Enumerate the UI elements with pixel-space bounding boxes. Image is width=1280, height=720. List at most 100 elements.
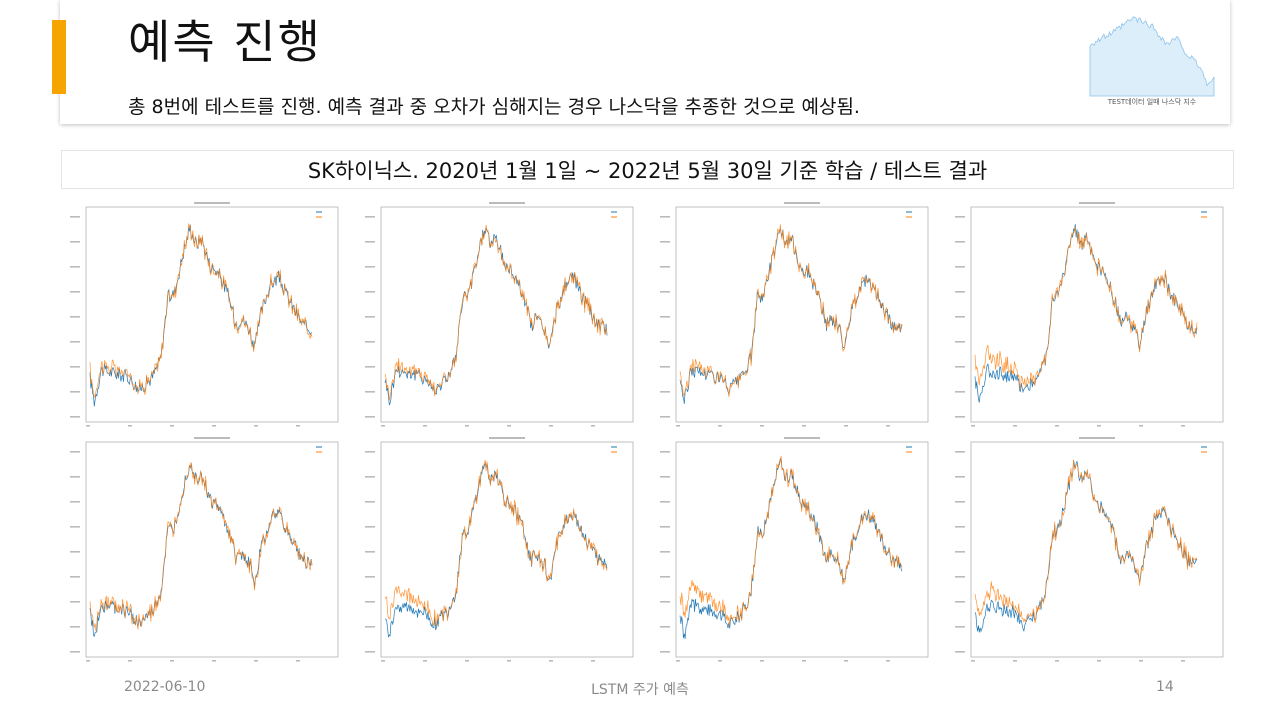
y-tick-mark (955, 316, 965, 318)
prediction-chart-3 (650, 201, 937, 433)
y-tick-mark (660, 501, 670, 503)
real-price-line (384, 227, 608, 406)
y-tick-mark (365, 476, 375, 478)
y-tick-mark (365, 316, 375, 318)
y-tick-mark (365, 216, 375, 218)
y-tick-mark (660, 391, 670, 393)
predicted-price-line (974, 226, 1198, 391)
x-tick-mark (1013, 425, 1017, 427)
y-tick-mark (365, 526, 375, 528)
x-tick-mark (844, 425, 848, 427)
prediction-chart-4 (945, 201, 1232, 433)
y-tick-mark (365, 626, 375, 628)
y-tick-mark (660, 416, 670, 418)
slide-subtitle: 총 8번에 테스트를 진행. 예측 결과 중 오차가 심해지는 경우 나스닥을 … (128, 96, 860, 118)
footer-page-number: 14 (1156, 679, 1174, 695)
footer-date: 2022-06-10 (124, 679, 206, 695)
x-tick-mark (591, 425, 595, 427)
x-tick-mark (212, 425, 216, 427)
x-tick-mark (507, 425, 511, 427)
y-tick-mark (365, 601, 375, 603)
y-tick-mark (660, 241, 670, 243)
chart-frame (85, 206, 339, 423)
chart-frame (85, 441, 339, 658)
x-tick-mark (170, 660, 174, 662)
y-tick-mark (365, 416, 375, 418)
y-tick-mark (70, 366, 80, 368)
x-tick-mark (1013, 660, 1017, 662)
y-tick-mark (955, 651, 965, 653)
y-tick-mark (70, 391, 80, 393)
y-tick-mark (365, 551, 375, 553)
x-tick-mark (718, 660, 722, 662)
chart-title-mark (784, 437, 820, 439)
x-tick-mark (1097, 660, 1101, 662)
y-tick-mark (660, 476, 670, 478)
chart-frame (675, 206, 929, 423)
y-tick-mark (365, 451, 375, 453)
y-tick-mark (660, 216, 670, 218)
x-tick-mark (212, 660, 216, 662)
x-tick-mark (718, 425, 722, 427)
y-tick-mark (660, 526, 670, 528)
y-tick-mark (955, 241, 965, 243)
nasdaq-thumbnail-chart (1088, 8, 1216, 112)
title-box (60, 0, 1230, 124)
predicted-price-line (974, 459, 1198, 624)
y-tick-mark (365, 291, 375, 293)
y-tick-mark (955, 526, 965, 528)
prediction-chart-1 (60, 201, 347, 433)
title-accent-bar (52, 20, 66, 94)
chart-frame (380, 441, 634, 658)
x-tick-mark (423, 425, 427, 427)
predicted-price-line (89, 462, 313, 632)
x-tick-mark (676, 660, 680, 662)
y-tick-mark (955, 341, 965, 343)
predicted-price-line (679, 224, 903, 397)
x-tick-mark (296, 660, 300, 662)
x-tick-mark (549, 660, 553, 662)
y-tick-mark (955, 291, 965, 293)
y-tick-mark (70, 501, 80, 503)
y-tick-mark (70, 216, 80, 218)
chart-title-mark (194, 437, 230, 439)
y-tick-mark (365, 651, 375, 653)
y-tick-mark (70, 626, 80, 628)
chart-title-mark (194, 202, 230, 204)
y-tick-mark (70, 476, 80, 478)
x-tick-mark (886, 425, 890, 427)
y-tick-mark (365, 366, 375, 368)
chart-frame (970, 206, 1224, 423)
y-tick-mark (955, 366, 965, 368)
x-tick-mark (886, 660, 890, 662)
chart-title-mark (489, 437, 525, 439)
y-tick-mark (660, 651, 670, 653)
x-tick-mark (128, 425, 132, 427)
y-tick-mark (955, 501, 965, 503)
y-tick-mark (70, 316, 80, 318)
y-tick-mark (660, 551, 670, 553)
chart-title-mark (784, 202, 820, 204)
x-tick-mark (760, 425, 764, 427)
nasdaq-area (1089, 16, 1215, 97)
x-tick-mark (296, 425, 300, 427)
x-tick-mark (1055, 425, 1059, 427)
y-tick-mark (70, 241, 80, 243)
y-tick-mark (660, 341, 670, 343)
y-tick-mark (70, 601, 80, 603)
y-tick-mark (660, 266, 670, 268)
x-tick-mark (802, 660, 806, 662)
x-tick-mark (844, 660, 848, 662)
slide-title: 예측 진행 (128, 15, 322, 69)
y-tick-mark (365, 266, 375, 268)
x-tick-mark (591, 660, 595, 662)
x-tick-mark (170, 425, 174, 427)
y-tick-mark (365, 391, 375, 393)
predicted-price-line (679, 455, 903, 627)
y-tick-mark (955, 601, 965, 603)
x-tick-mark (971, 660, 975, 662)
x-tick-mark (128, 660, 132, 662)
y-tick-mark (660, 366, 670, 368)
y-tick-mark (365, 576, 375, 578)
x-tick-mark (465, 660, 469, 662)
